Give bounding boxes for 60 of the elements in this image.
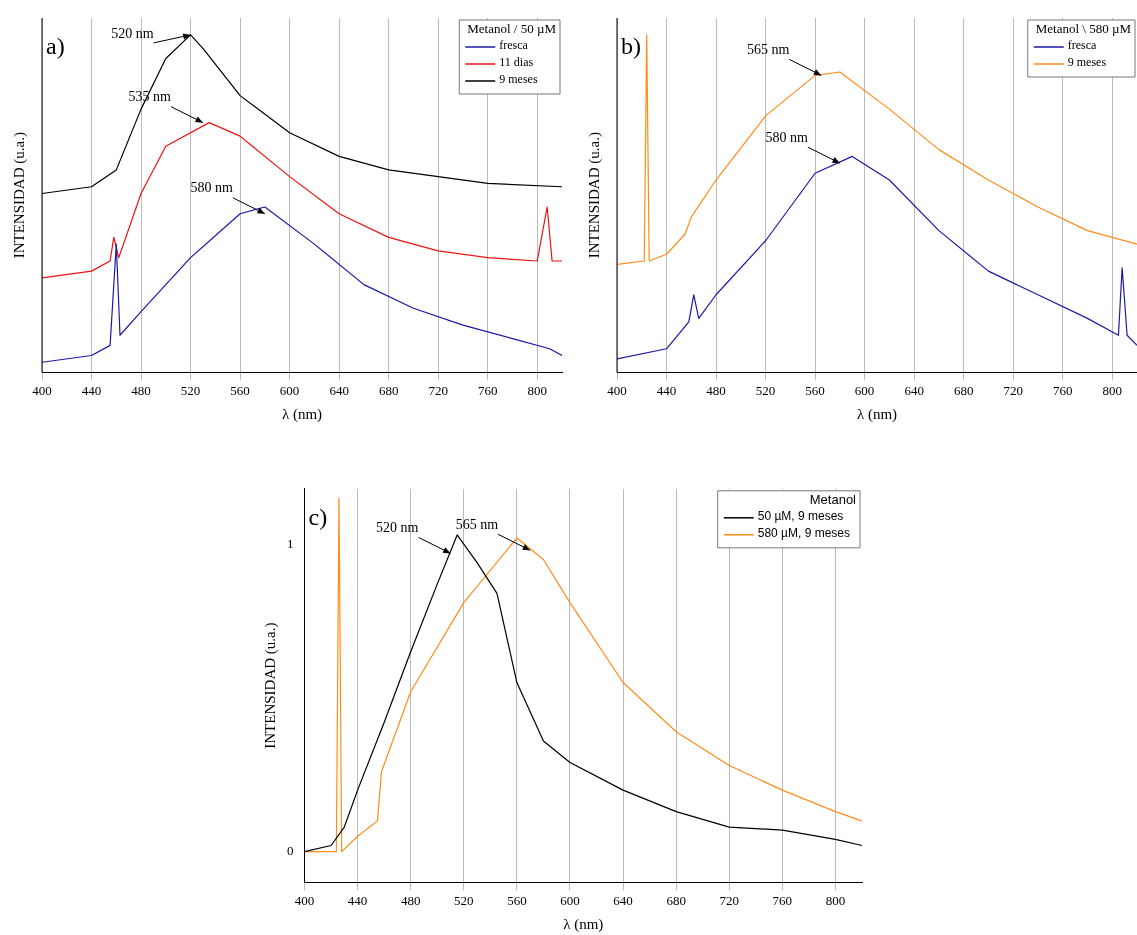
x-tick-label: 440 [656, 382, 677, 398]
y-axis-title: INTENSIDAD (u.a.) [10, 132, 28, 259]
x-tick-label: 680 [953, 382, 974, 398]
x-tick-label: 680 [378, 382, 399, 398]
x-tick-label: 480 [400, 892, 421, 908]
y-tick-label: 1 [287, 535, 294, 551]
x-tick-label: 440 [81, 382, 102, 398]
annotation: 565 nm [455, 516, 499, 532]
legend-label: 11 dias [499, 55, 534, 70]
annotation: a) [46, 33, 65, 60]
x-tick-label: 520 [180, 382, 201, 398]
x-tick-label: 720 [719, 892, 740, 908]
annotation: 580 nm [765, 129, 808, 145]
y-axis-title: INTENSIDAD (u.a.) [585, 132, 603, 259]
x-tick-label: 640 [329, 382, 349, 398]
x-tick-label: 520 [755, 382, 776, 398]
x-axis-title: λ (nm) [856, 405, 898, 423]
x-tick-label: 400 [32, 382, 52, 398]
y-tick-label: 0 [287, 843, 294, 859]
x-tick-label: 600 [854, 382, 875, 398]
x-tick-label: 440 [347, 892, 368, 908]
x-tick-label: 680 [666, 892, 686, 908]
legend-label: 9 meses [1067, 55, 1107, 70]
x-tick-label: 760 [772, 892, 793, 908]
x-tick-label: 520 [454, 892, 474, 908]
x-tick-label: 600 [279, 382, 300, 398]
x-tick-label: 560 [507, 892, 527, 908]
x-tick-label: 560 [230, 382, 250, 398]
x-tick-label: 400 [607, 382, 627, 398]
x-tick-label: 720 [428, 382, 448, 398]
annotation: c) [308, 504, 328, 531]
annotation: 520 nm [111, 25, 154, 41]
legend-title: Metanol [809, 491, 857, 507]
x-axis-title: λ (nm) [281, 405, 323, 423]
legend-title: Metanol \ 580 µM [1035, 20, 1132, 36]
legend-label: fresca [499, 38, 529, 53]
x-tick-label: 560 [805, 382, 825, 398]
legend-label: 50 µM, 9 meses [757, 509, 844, 524]
x-tick-label: 800 [527, 382, 547, 398]
legend-label: fresca [1067, 38, 1098, 53]
annotation: 520 nm [376, 520, 419, 536]
x-tick-label: 480 [706, 382, 726, 398]
annotation: 580 nm [190, 180, 233, 196]
x-axis-title: λ (nm) [563, 915, 604, 933]
x-tick-label: 720 [1003, 382, 1023, 398]
legend-label: 9 meses [499, 72, 538, 87]
x-tick-label: 760 [477, 382, 498, 398]
x-tick-label: 400 [294, 892, 315, 908]
x-tick-label: 640 [613, 892, 633, 908]
y-axis-title: INTENSIDAD (u.a.) [261, 622, 279, 749]
annotation: 565 nm [746, 42, 790, 58]
x-tick-label: 640 [904, 382, 924, 398]
x-tick-label: 480 [131, 382, 151, 398]
x-tick-label: 800 [1102, 382, 1122, 398]
x-tick-label: 600 [560, 892, 580, 908]
x-tick-label: 800 [825, 892, 846, 908]
legend-title: Metanol / 50 µM [467, 20, 557, 36]
x-tick-label: 760 [1052, 382, 1073, 398]
legend-label: 580 µM, 9 meses [757, 526, 851, 541]
annotation: b) [621, 33, 641, 60]
